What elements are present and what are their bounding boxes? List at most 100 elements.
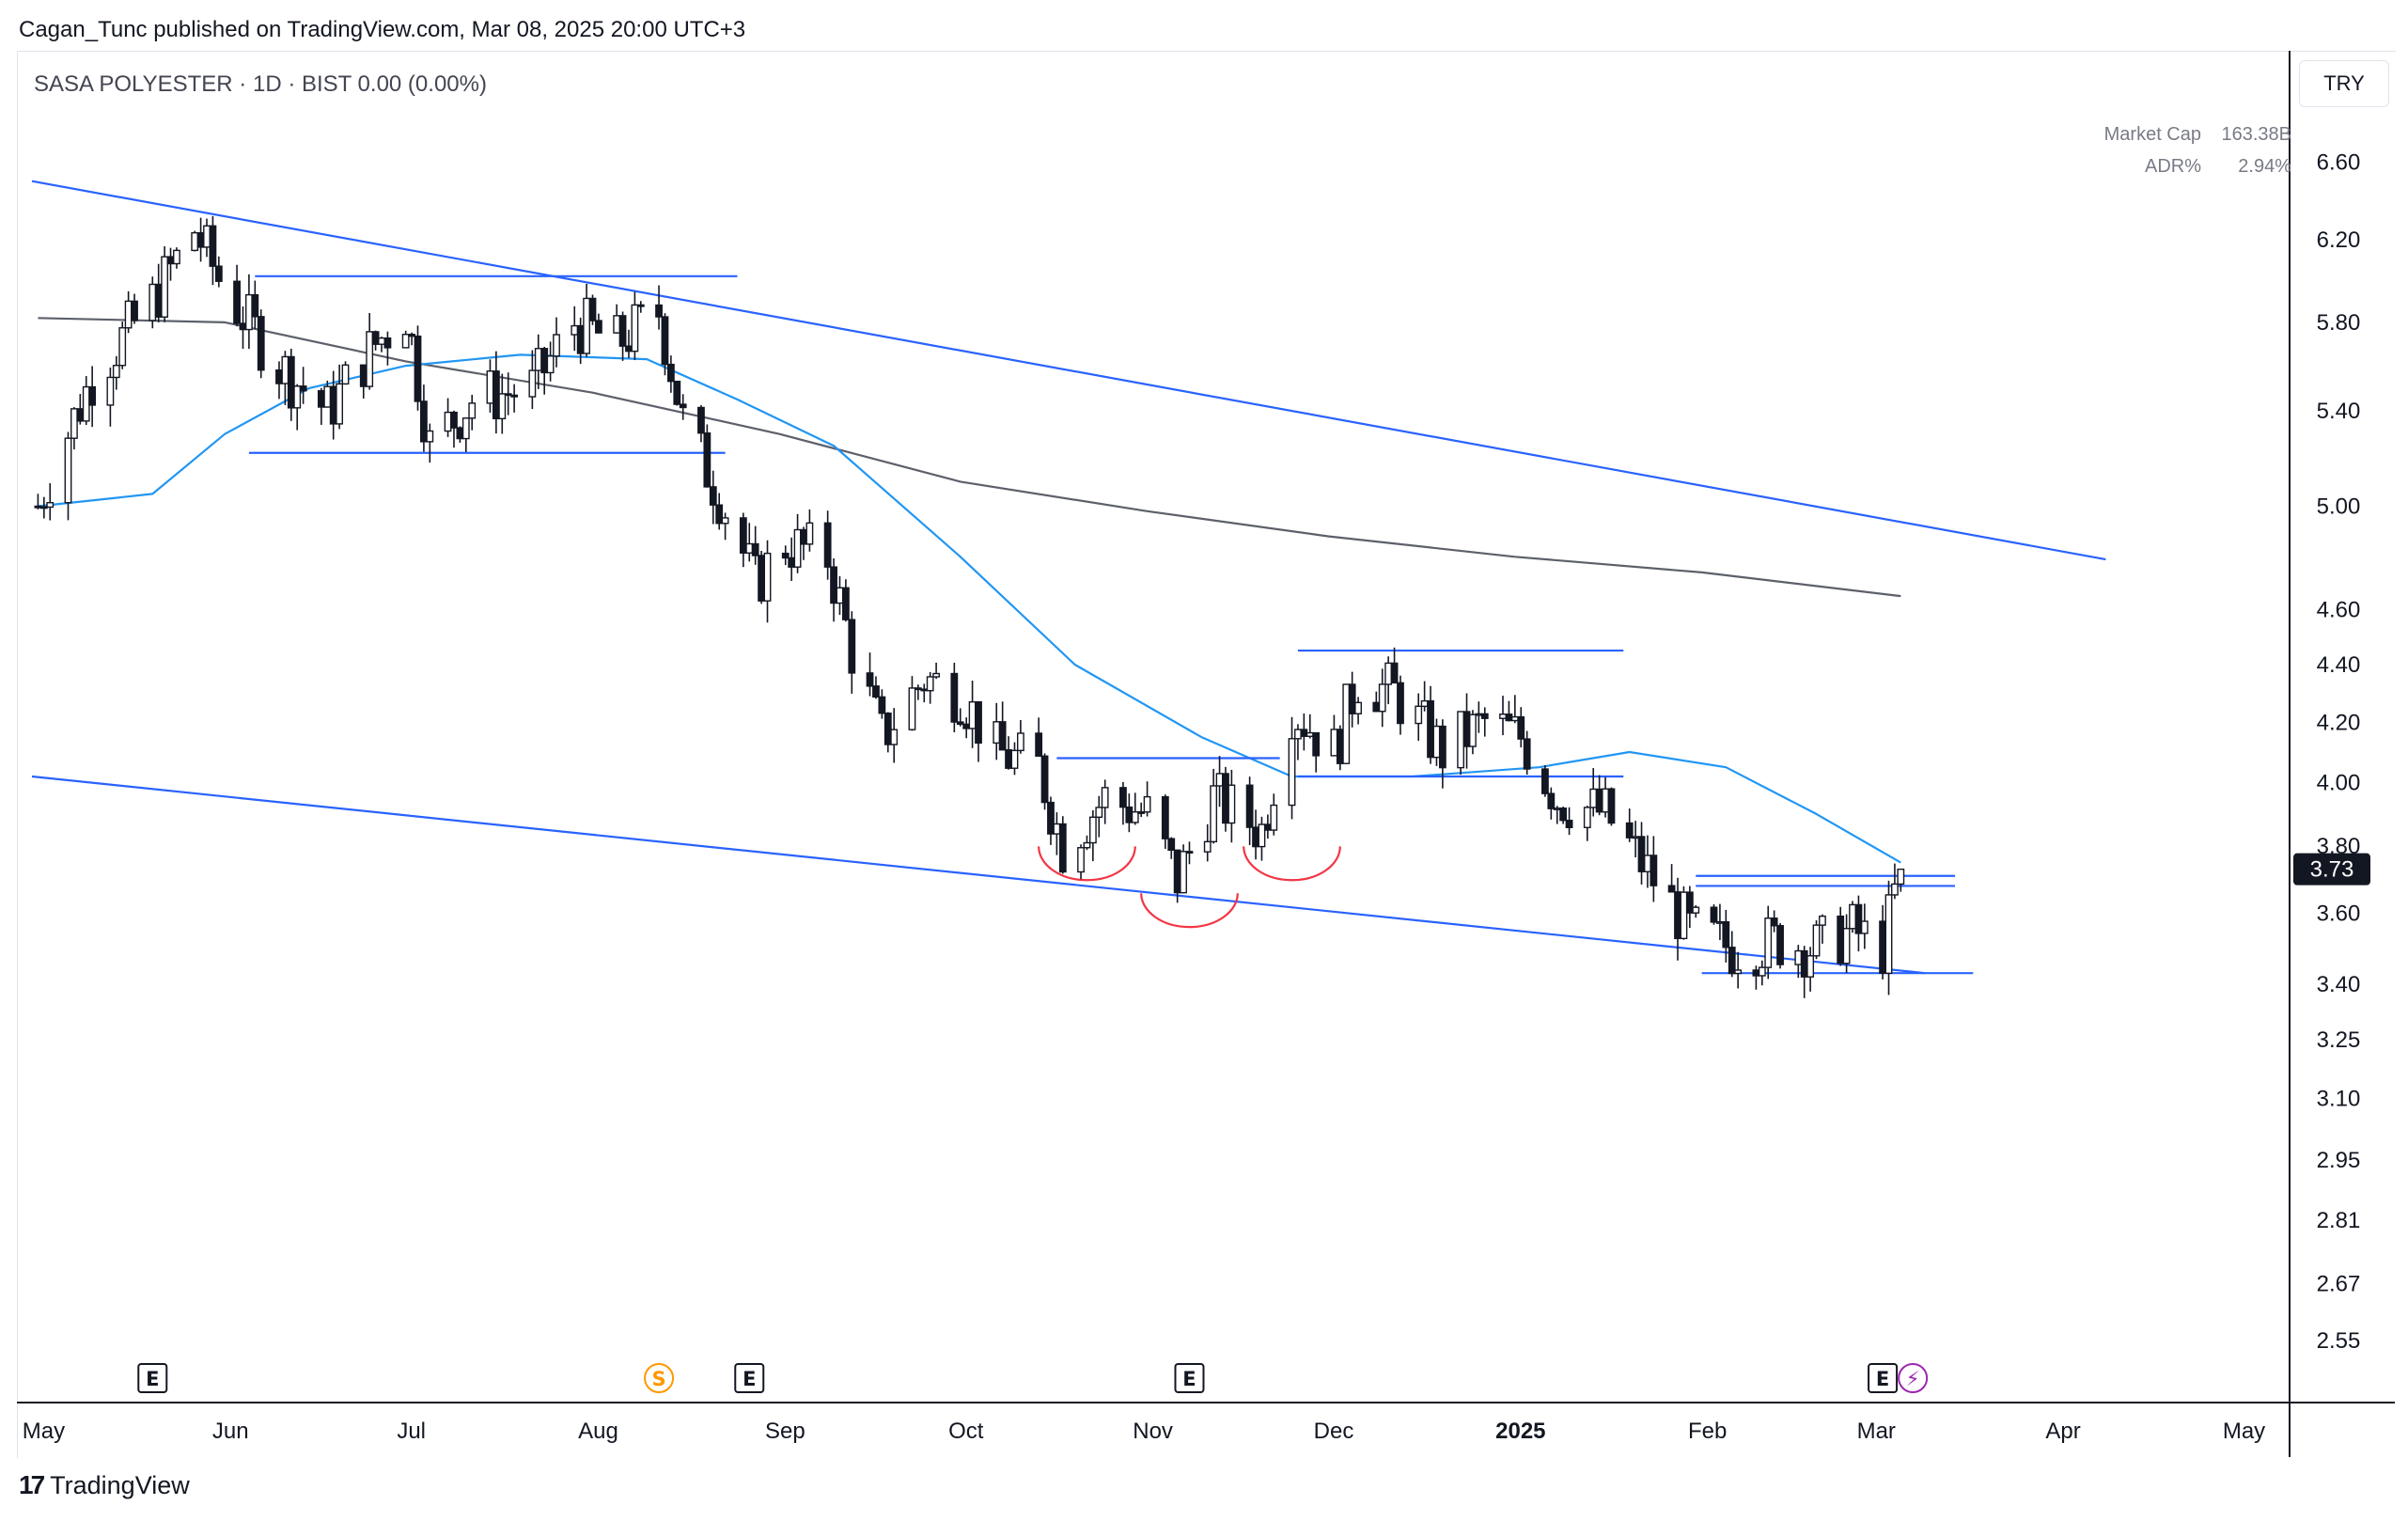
candle [661, 313, 669, 376]
candle-body [173, 249, 180, 265]
candle [872, 676, 880, 699]
candle-body [534, 348, 542, 371]
candle-body [323, 385, 332, 408]
candle [1752, 965, 1760, 990]
candle [1294, 724, 1302, 760]
candle [1252, 809, 1259, 860]
candle-body [739, 517, 747, 554]
candle [39, 496, 48, 519]
candle [830, 557, 837, 622]
candle-body [1625, 822, 1634, 839]
long-moving-average [38, 317, 1901, 598]
candle-body [1294, 729, 1302, 740]
rounding-arc [1243, 846, 1341, 882]
candle [595, 313, 602, 334]
last-price-badge-bg [2293, 853, 2370, 886]
candle [1210, 768, 1218, 844]
candle-body [1101, 787, 1109, 808]
candle-body [317, 390, 325, 408]
candle [1879, 904, 1886, 980]
candle [149, 276, 157, 329]
time-tick-label: 2025 [1495, 1419, 1545, 1444]
candle-body [908, 687, 916, 730]
candle [781, 545, 790, 566]
candle-body [848, 619, 856, 674]
candle [1632, 821, 1640, 858]
candle-body [1553, 808, 1561, 810]
candle [1035, 717, 1043, 757]
candle [788, 537, 796, 581]
candle-body [161, 256, 169, 318]
candle-body [631, 304, 639, 353]
candle [975, 700, 982, 762]
currency-button[interactable]: TRY [2299, 60, 2389, 107]
candle [673, 380, 681, 406]
time-tick-label: Mar [1857, 1419, 1896, 1444]
candle [1372, 691, 1381, 713]
candle-body [932, 672, 940, 678]
footer-brand[interactable]: 17 TradingView [19, 1470, 190, 1500]
candle-body [800, 528, 807, 545]
candle-body [618, 315, 627, 347]
candle-body [1607, 788, 1616, 824]
candle-body [341, 364, 350, 385]
split-icon [644, 1363, 675, 1393]
candle-body [1125, 806, 1134, 823]
candle-body [450, 411, 458, 429]
candle [1728, 931, 1736, 978]
candle [1625, 808, 1634, 842]
candle [124, 290, 133, 334]
candle [1245, 776, 1254, 845]
candle-body [625, 345, 633, 353]
candle [956, 708, 964, 727]
candle [1770, 910, 1778, 933]
candle [366, 313, 374, 390]
candle [1457, 711, 1465, 776]
price-tick-label: 2.95 [2317, 1148, 2361, 1173]
candle-body [1667, 885, 1676, 893]
candle [763, 540, 772, 623]
candle [1854, 895, 1863, 952]
candle [1776, 922, 1784, 969]
candle [378, 337, 385, 353]
short-moving-average [38, 353, 1901, 864]
price-tick-label: 4.20 [2317, 710, 2361, 735]
candle-body [112, 365, 120, 379]
candle [1390, 647, 1399, 684]
time-tick-label: Aug [578, 1419, 618, 1444]
candle-body [1685, 891, 1694, 914]
candle [1637, 822, 1646, 885]
price-tick-label: 3.25 [2317, 1027, 2361, 1053]
candle-body [1088, 816, 1097, 844]
candle-body [1680, 891, 1688, 940]
candle-body [1173, 849, 1181, 894]
candle-body [1300, 729, 1308, 737]
candle-body [679, 403, 687, 409]
candle [800, 526, 807, 560]
candle-body [703, 431, 711, 488]
candle [1288, 716, 1296, 820]
candle-body [456, 427, 464, 440]
candle-body [1854, 903, 1863, 934]
candle [1306, 713, 1314, 739]
candle-body [1879, 920, 1886, 975]
candle [1680, 886, 1688, 940]
candle [468, 394, 477, 431]
price-tick-label: 5.80 [2317, 310, 2361, 336]
candle-body [1589, 788, 1598, 808]
candle-body [1167, 838, 1176, 852]
candle [1475, 701, 1483, 733]
candle [1101, 779, 1109, 824]
candle [131, 293, 138, 324]
candle [848, 611, 856, 694]
stats-panel: Market Cap 163.38B ADR% 2.94% [2104, 118, 2291, 182]
candle [118, 321, 127, 369]
candle-body [588, 297, 597, 321]
candle-body [1644, 855, 1651, 872]
symbol-legend[interactable]: SASA POLYESTER · 1D · BIST 0.00 (0.00%) [34, 71, 487, 97]
candle [841, 579, 850, 622]
candle [1203, 823, 1212, 862]
candle [275, 361, 283, 400]
candle-body [697, 406, 705, 434]
